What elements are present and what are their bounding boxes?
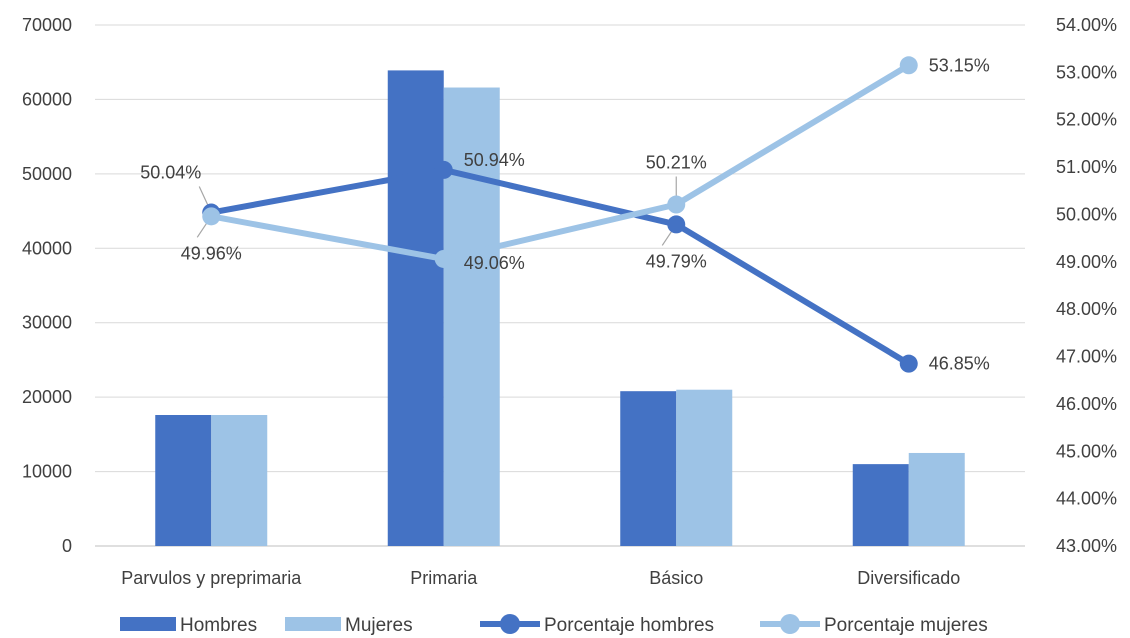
- marker-porcentaje-hombres: [667, 215, 686, 234]
- left-tick-label: 60000: [22, 89, 72, 109]
- legend-mujeres-swatch: [285, 617, 341, 631]
- data-label: 49.79%: [646, 251, 707, 271]
- right-tick-label: 54.00%: [1056, 15, 1117, 35]
- legend: Hombres Mujeres Porcentaje hombres Porcenta…: [120, 614, 988, 636]
- data-label: 50.21%: [646, 153, 707, 173]
- right-tick-label: 51.00%: [1056, 157, 1117, 177]
- marker-porcentaje-hombres: [899, 354, 918, 373]
- bar-hombres: [852, 464, 909, 546]
- right-tick-label: 50.00%: [1056, 204, 1117, 224]
- left-tick-label: 10000: [22, 462, 72, 482]
- marker-porcentaje-mujeres: [667, 195, 686, 214]
- left-tick-label: 20000: [22, 387, 72, 407]
- bar-series: [155, 70, 965, 547]
- marker-porcentaje-mujeres: [202, 207, 221, 226]
- category-label: Primaria: [410, 568, 478, 588]
- x-axis: Parvulos y preprimaria Primaria Básico Dive…: [121, 568, 960, 588]
- right-tick-label: 45.00%: [1056, 441, 1117, 461]
- bar-mujeres: [443, 87, 500, 547]
- data-label: 50.94%: [464, 150, 525, 170]
- bar-hombres: [155, 415, 212, 546]
- legend-hombres-label: Hombres: [180, 615, 257, 636]
- bar-hombres: [387, 70, 444, 546]
- legend-porcentaje-hombres-marker: [500, 614, 520, 634]
- right-axis: 43.00% 44.00% 45.00% 46.00% 47.00% 48.00% 49.0…: [1056, 15, 1117, 556]
- legend-porcentaje-hombres-label: Porcentaje hombres: [544, 615, 714, 636]
- legend-porcentaje-mujeres-label: Porcentaje mujeres: [824, 615, 988, 636]
- line-series: [202, 56, 918, 373]
- right-tick-label: 53.00%: [1056, 62, 1117, 82]
- data-label: 49.06%: [464, 253, 525, 273]
- marker-porcentaje-mujeres: [899, 56, 918, 75]
- left-tick-label: 50000: [22, 164, 72, 184]
- bar-mujeres: [211, 415, 268, 546]
- category-label: Diversificado: [857, 568, 960, 588]
- left-tick-label: 70000: [22, 15, 72, 35]
- marker-porcentaje-hombres: [434, 160, 453, 179]
- data-label: 53.15%: [929, 55, 990, 75]
- right-tick-label: 46.00%: [1056, 394, 1117, 414]
- category-label: Básico: [649, 568, 703, 588]
- category-label: Parvulos y preprimaria: [121, 568, 302, 588]
- legend-mujeres-label: Mujeres: [345, 615, 413, 636]
- right-tick-label: 47.00%: [1056, 347, 1117, 367]
- left-tick-label: 0: [62, 536, 72, 556]
- data-label: 50.04%: [140, 163, 201, 183]
- right-tick-label: 44.00%: [1056, 489, 1117, 509]
- data-labels: 50.04% 50.94% 49.79% 46.85% 49.96% 49.06% 50.2…: [140, 55, 990, 373]
- left-axis: 0 10000 20000 30000 40000 50000 60000 70000: [22, 15, 72, 556]
- line-porcentaje-mujeres: [208, 62, 912, 262]
- marker-porcentaje-mujeres: [434, 249, 453, 268]
- left-tick-label: 40000: [22, 238, 72, 258]
- right-tick-label: 52.00%: [1056, 110, 1117, 130]
- bar-mujeres: [676, 389, 733, 546]
- bar-hombres: [620, 391, 677, 546]
- bar-mujeres: [908, 452, 965, 546]
- right-tick-label: 48.00%: [1056, 299, 1117, 319]
- data-label: 49.96%: [181, 243, 242, 263]
- line-porcentaje-hombres: [208, 166, 912, 367]
- left-tick-label: 30000: [22, 313, 72, 333]
- data-label: 46.85%: [929, 354, 990, 374]
- legend-porcentaje-mujeres-marker: [780, 614, 800, 634]
- right-tick-label: 49.00%: [1056, 252, 1117, 272]
- legend-hombres-swatch: [120, 617, 176, 631]
- right-tick-label: 43.00%: [1056, 536, 1117, 556]
